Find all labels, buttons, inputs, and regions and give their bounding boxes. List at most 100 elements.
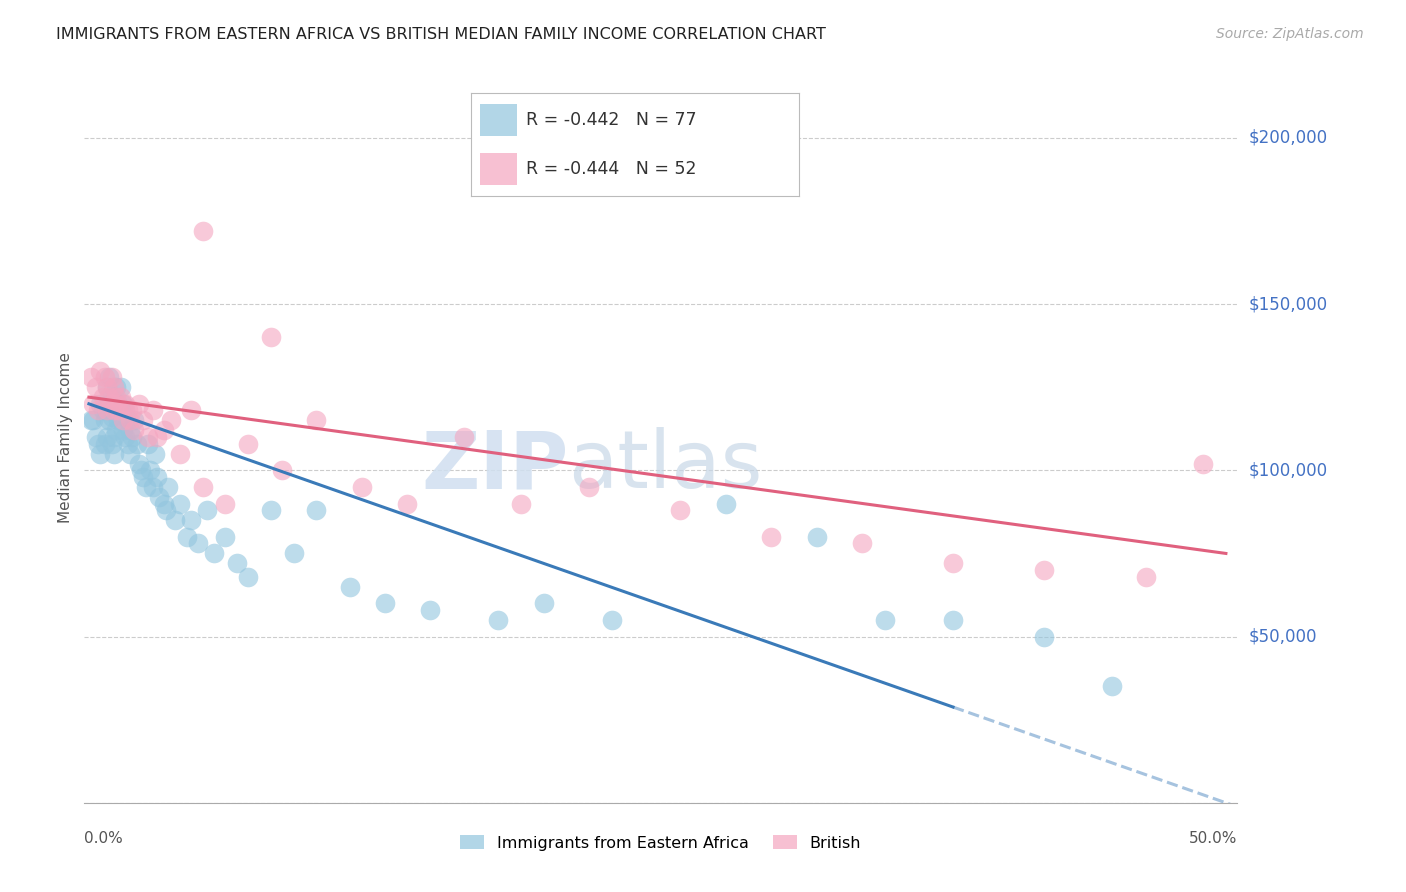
- Point: [305, 413, 328, 427]
- Point: [714, 497, 737, 511]
- Point: [1033, 630, 1056, 644]
- Point: [96, 403, 118, 417]
- Point: [806, 530, 828, 544]
- Point: [103, 430, 125, 444]
- Point: [139, 463, 162, 477]
- Point: [339, 580, 361, 594]
- Point: [117, 403, 139, 417]
- Point: [110, 380, 132, 394]
- Text: $50,000: $50,000: [1249, 628, 1317, 646]
- Point: [851, 536, 873, 550]
- Point: [91, 403, 114, 417]
- Point: [118, 424, 141, 438]
- Point: [176, 530, 198, 544]
- Point: [100, 390, 122, 404]
- Point: [111, 397, 134, 411]
- Point: [100, 370, 122, 384]
- Text: 0.0%: 0.0%: [84, 831, 124, 846]
- Point: [114, 403, 136, 417]
- Point: [187, 536, 209, 550]
- Point: [96, 430, 118, 444]
- Point: [191, 224, 214, 238]
- Point: [114, 397, 136, 411]
- Point: [191, 480, 214, 494]
- Point: [942, 557, 965, 571]
- Point: [103, 397, 125, 411]
- Point: [87, 403, 110, 417]
- Point: [942, 613, 965, 627]
- Point: [486, 613, 509, 627]
- Point: [111, 413, 134, 427]
- Point: [155, 503, 177, 517]
- Text: $150,000: $150,000: [1249, 295, 1327, 313]
- Point: [1192, 457, 1215, 471]
- Point: [98, 370, 121, 384]
- Point: [153, 424, 176, 438]
- Point: [80, 370, 103, 384]
- Point: [107, 413, 129, 427]
- Point: [105, 397, 128, 411]
- Point: [305, 503, 328, 517]
- Point: [236, 570, 259, 584]
- Point: [124, 413, 146, 427]
- Point: [132, 413, 155, 427]
- Point: [100, 397, 122, 411]
- Point: [111, 424, 134, 438]
- Point: [373, 596, 395, 610]
- Point: [180, 513, 202, 527]
- Point: [236, 436, 259, 450]
- Point: [124, 424, 146, 438]
- Point: [271, 463, 294, 477]
- Point: [89, 363, 111, 377]
- Point: [107, 403, 129, 417]
- Point: [169, 447, 191, 461]
- Point: [107, 397, 129, 411]
- Point: [94, 370, 117, 384]
- Point: [578, 480, 600, 494]
- Point: [100, 410, 122, 425]
- Point: [94, 436, 117, 450]
- Point: [117, 436, 139, 450]
- Point: [82, 397, 104, 411]
- Point: [84, 430, 107, 444]
- Point: [396, 497, 419, 511]
- Point: [91, 390, 114, 404]
- Point: [419, 603, 441, 617]
- Point: [1033, 563, 1056, 577]
- Point: [94, 413, 117, 427]
- Point: [110, 403, 132, 417]
- Point: [148, 490, 170, 504]
- Text: $100,000: $100,000: [1249, 461, 1327, 479]
- Point: [142, 480, 165, 494]
- Text: $200,000: $200,000: [1249, 128, 1327, 147]
- Point: [96, 380, 118, 394]
- Point: [110, 390, 132, 404]
- Point: [1135, 570, 1157, 584]
- Point: [121, 430, 143, 444]
- Text: ZIP: ZIP: [422, 427, 568, 506]
- Point: [153, 497, 176, 511]
- Point: [105, 390, 128, 404]
- Point: [159, 413, 181, 427]
- Point: [214, 530, 236, 544]
- Point: [118, 413, 141, 427]
- Point: [350, 480, 373, 494]
- Point: [453, 430, 475, 444]
- Point: [157, 480, 180, 494]
- Point: [165, 513, 187, 527]
- Point: [146, 430, 169, 444]
- Point: [146, 470, 169, 484]
- Point: [98, 390, 121, 404]
- Point: [759, 530, 782, 544]
- Point: [100, 436, 122, 450]
- Point: [195, 503, 218, 517]
- Point: [1101, 680, 1123, 694]
- Point: [142, 403, 165, 417]
- Point: [225, 557, 247, 571]
- Point: [129, 463, 152, 477]
- Point: [136, 436, 159, 450]
- Point: [135, 480, 157, 494]
- Point: [105, 403, 128, 417]
- Legend: Immigrants from Eastern Africa, British: Immigrants from Eastern Africa, British: [454, 829, 868, 857]
- Point: [82, 413, 104, 427]
